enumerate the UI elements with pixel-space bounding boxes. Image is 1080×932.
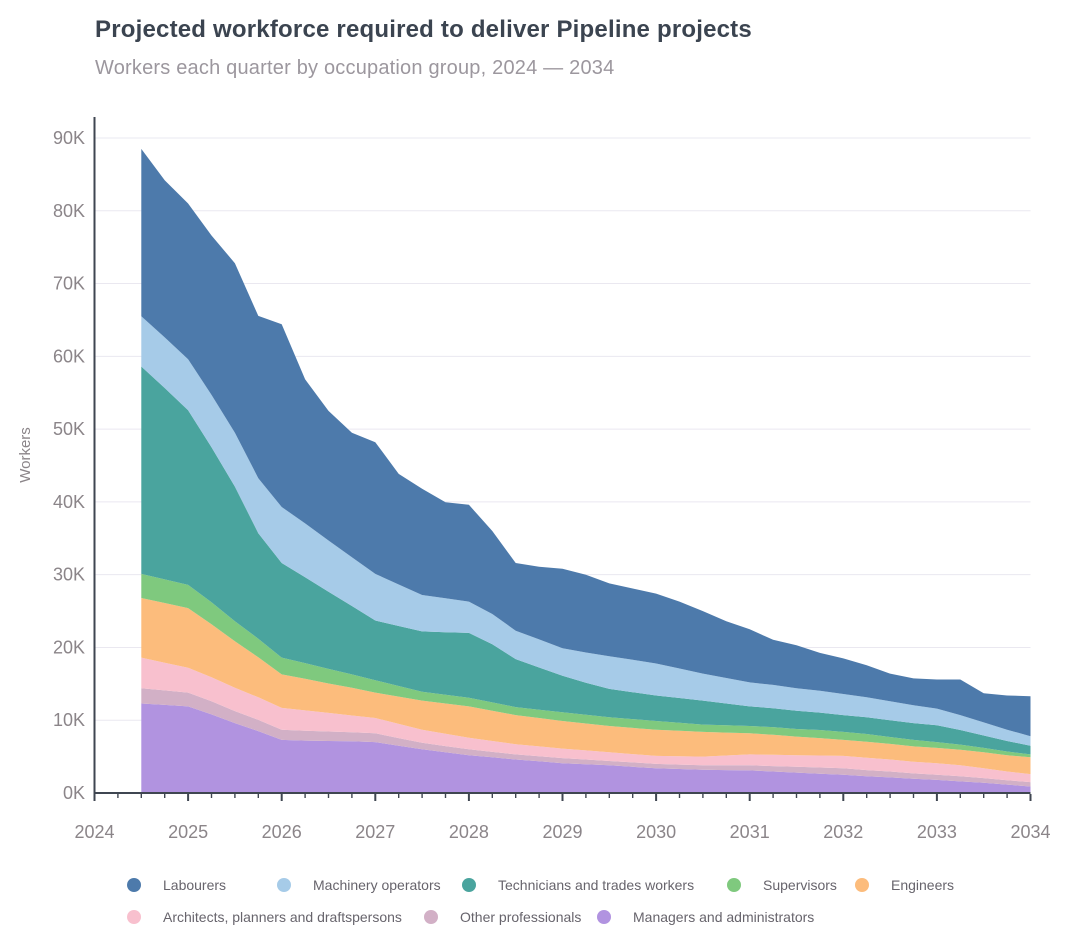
x-tick-label: 2031 (730, 822, 770, 842)
y-tick-label: 40K (53, 492, 85, 512)
area-managers-and-administrators (141, 703, 1031, 793)
area-architects-planners-and-draftspersons (141, 657, 1031, 783)
y-tick-label: 50K (53, 419, 85, 439)
y-tick-label: 30K (53, 565, 85, 585)
x-tick-label: 2029 (542, 822, 582, 842)
x-tick-label: 2030 (636, 822, 676, 842)
y-tick-label: 0K (63, 783, 85, 803)
area-other-professionals (141, 688, 1031, 787)
y-tick-label: 70K (53, 274, 85, 294)
area-machinery-operators (141, 316, 1031, 746)
x-tick-label: 2025 (168, 822, 208, 842)
chart-subtitle: Workers each quarter by occupation group… (95, 57, 615, 79)
y-tick-label: 80K (53, 201, 85, 221)
x-tick-label: 2024 (74, 822, 114, 842)
y-tick-label: 20K (53, 637, 85, 657)
y-tick-label: 10K (53, 710, 85, 730)
area-labourers (141, 148, 1031, 737)
y-tick-label: 60K (53, 346, 85, 366)
area-engineers (141, 598, 1031, 775)
x-tick-label: 2033 (917, 822, 957, 842)
chart-title: Projected workforce required to deliver … (95, 16, 752, 43)
x-tick-label: 2027 (355, 822, 395, 842)
x-tick-label: 2032 (823, 822, 863, 842)
y-tick-label: 90K (53, 128, 85, 148)
area-supervisors (141, 573, 1031, 758)
x-tick-label: 2026 (262, 822, 302, 842)
area-technicians-and-trades-workers (141, 366, 1031, 755)
x-tick-label: 2034 (1010, 822, 1050, 842)
y-axis-title: Workers (17, 427, 34, 483)
x-tick-label: 2028 (449, 822, 489, 842)
